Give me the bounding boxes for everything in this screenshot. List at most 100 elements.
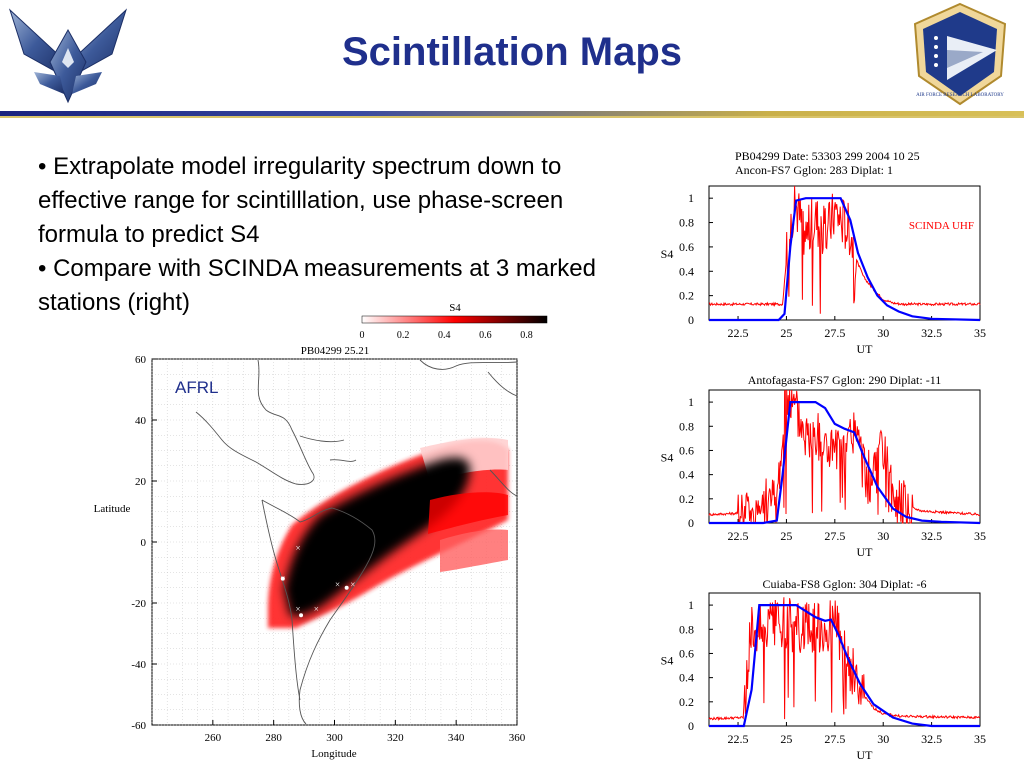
panel-ylabel: S4 [661, 451, 674, 465]
panel-ytick-label: 0.2 [679, 492, 694, 506]
colorbar [361, 315, 548, 324]
panel-ytick-label: 0.6 [679, 240, 694, 254]
panel-xtick-label: 32.5 [921, 732, 942, 746]
panel-xtick-label: 32.5 [921, 529, 942, 543]
map-xtick-label: 260 [205, 732, 222, 744]
panel-xtick-label: 25 [780, 732, 792, 746]
map-xtick-label: 300 [326, 732, 343, 744]
colorbar-tick-label: 0.6 [479, 330, 492, 341]
panel-xtick-label: 25 [780, 529, 792, 543]
panel-ytick-label: 0.4 [679, 264, 694, 278]
title-rule-accent [0, 116, 1024, 118]
map-ytick-label: -20 [131, 598, 146, 610]
site-cross-mark: × [350, 580, 355, 590]
bullet-item-1: • Extrapolate model irregularity spectru… [38, 153, 564, 248]
panel-ytick-label: 0.8 [679, 419, 694, 433]
panel-ytick-label: 0 [688, 313, 694, 327]
map-ylabel: Latitude [94, 503, 131, 515]
panel-header: Cuiaba-FS8 Gglon: 304 Diplat: -6 [763, 577, 927, 591]
panel-ytick-label: 0.6 [679, 443, 694, 457]
bullet-list: • Extrapolate model irregularity spectru… [38, 150, 608, 320]
station-marker [299, 613, 304, 618]
panel-ytick-label: 1 [688, 598, 694, 612]
map-ytick-label: 20 [135, 476, 147, 488]
panel-xtick-label: 22.5 [728, 732, 749, 746]
panel-ytick-label: 0 [688, 516, 694, 530]
colorbar-label: S4 [449, 302, 461, 314]
panel-xtick-label: 35 [974, 326, 986, 340]
panel-header: Ancon-FS7 Gglon: 283 Diplat: 1 [735, 163, 893, 177]
map-ytick-label: -40 [131, 659, 146, 671]
model-s4-series [709, 197, 981, 322]
site-cross-mark: × [314, 604, 319, 614]
s4-panel-1: PB04299 Date: 53303 299 2004 10 25Ancon-… [661, 149, 986, 356]
panel-xtick-label: 35 [974, 732, 986, 746]
panel-legend: SCINDA UHF [909, 220, 974, 232]
map-xtick-label: 360 [509, 732, 526, 744]
panel-xlabel: UT [857, 748, 874, 762]
map-xtick-label: 340 [448, 732, 465, 744]
map-annotation: AFRL [175, 378, 218, 397]
s4-panel-3: Cuiaba-FS8 Gglon: 304 Diplat: -6 22.5 25 27… [661, 577, 986, 762]
panel-ylabel: S4 [661, 247, 674, 261]
panel-xtick-label: 30 [877, 326, 889, 340]
afrl-logo-text: AIR FORCE RESEARCH LABORATORY [916, 93, 1004, 98]
map-xtick-label: 280 [265, 732, 282, 744]
air-force-wings-logo [8, 8, 128, 104]
map-ytick-label: 40 [135, 415, 147, 427]
colorbar-tick-label: 0.4 [438, 330, 451, 341]
station-marker [344, 585, 349, 590]
panel-frame [708, 185, 981, 321]
map-ytick-label: 0 [141, 537, 147, 549]
map-xtick-label: 320 [387, 732, 404, 744]
s4-panel-2: Antofagasta-FS7 Gglon: 290 Diplat: -11 22… [661, 373, 986, 559]
panel-xlabel: UT [857, 545, 874, 559]
model-s4-series [709, 604, 980, 728]
site-cross-mark: × [295, 543, 300, 553]
colorbar-tick-label: 0.8 [520, 330, 533, 341]
panel-ytick-label: 0.6 [679, 646, 694, 660]
page-title: Scintillation Maps [341, 30, 683, 74]
panel-xtick-label: 25 [780, 326, 792, 340]
panel-ytick-label: 0.8 [679, 216, 694, 230]
panel-xtick-label: 32.5 [921, 326, 942, 340]
panel-ylabel: S4 [661, 654, 674, 668]
panel-xtick-label: 30 [877, 529, 889, 543]
map-ytick-label: -60 [131, 720, 146, 732]
measured-s4-series [708, 597, 981, 722]
afrl-shield-logo: AIR FORCE RESEARCH LABORATORY [905, 0, 1015, 108]
panel-ytick-label: 0.4 [679, 671, 694, 685]
panel-ytick-label: 0.4 [679, 468, 694, 482]
colorbar-tick-label: 0.2 [397, 330, 410, 341]
panel-xlabel: UT [857, 342, 874, 356]
panel-ytick-label: 1 [688, 395, 694, 409]
model-s4-series [709, 401, 981, 525]
panel-xtick-label: 30 [877, 732, 889, 746]
panel-xtick-label: 22.5 [728, 326, 749, 340]
station-marker [280, 576, 285, 581]
panel-xtick-label: 27.5 [824, 326, 845, 340]
panel-ytick-label: 0.8 [679, 622, 694, 636]
site-cross-mark: × [295, 604, 300, 614]
panel-header: PB04299 Date: 53303 299 2004 10 25 [735, 149, 920, 163]
panel-xtick-label: 35 [974, 529, 986, 543]
afrl-logo-label: AIR FORCE RESEARCH LABORATORY [916, 93, 1004, 98]
title-rule [0, 111, 1024, 116]
panel-xtick-label: 22.5 [728, 529, 749, 543]
map-title: PB04299 25.21 [301, 345, 369, 357]
panel-ytick-label: 0.2 [679, 289, 694, 303]
coastlines [195, 359, 518, 725]
colorbar-tick-label: 0 [360, 330, 365, 341]
panel-ytick-label: 0 [688, 719, 694, 733]
site-cross-mark: × [335, 580, 340, 590]
s4-heat-field [268, 438, 508, 628]
panel-xtick-label: 27.5 [824, 529, 845, 543]
panel-ytick-label: 0.2 [679, 695, 694, 709]
panel-header: Antofagasta-FS7 Gglon: 290 Diplat: -11 [748, 373, 942, 387]
map-xlabel: Longitude [311, 748, 356, 760]
panel-ytick-label: 1 [688, 191, 694, 205]
bullet-item-2: • Compare with SCINDA measurements at 3 … [38, 255, 596, 316]
map-ytick-label: 60 [135, 354, 147, 366]
